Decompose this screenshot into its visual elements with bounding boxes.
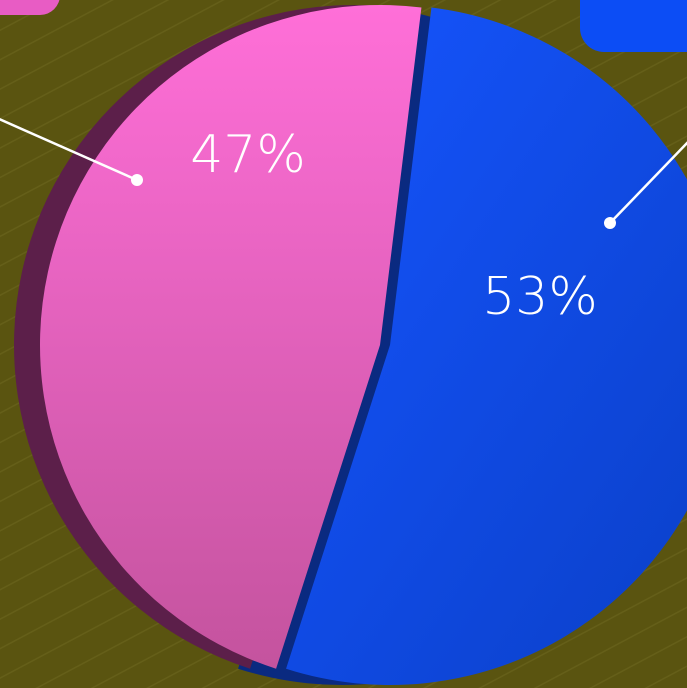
pie-slices: [13, 4, 687, 685]
leader-line-blue: [609, 141, 687, 224]
legend-swatch-pink: [0, 0, 60, 15]
leader-dot-pink: [131, 174, 143, 186]
slice-labels: 53% 47%: [190, 125, 598, 327]
leader-lines: [0, 118, 687, 229]
pie-slice-blue[interactable]: [286, 7, 687, 685]
slice-label-blue: 53%: [482, 267, 598, 327]
leader-line-pink: [0, 118, 138, 182]
slice-label-pink: 47%: [190, 125, 306, 185]
pie-slice-pink[interactable]: [39, 4, 422, 669]
leader-dot-blue: [604, 217, 616, 229]
legend-swatch-blue: [580, 0, 687, 52]
